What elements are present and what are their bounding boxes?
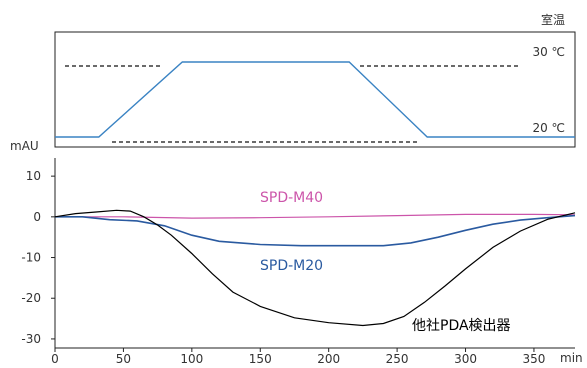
- temp-panel: 室温 30 ℃ 20 ℃: [54, 12, 576, 148]
- x-tick-label: 200: [317, 352, 340, 366]
- y-tick-label: -10: [21, 251, 41, 265]
- x-tick-label: 150: [249, 352, 272, 366]
- y-ticks: 10 0 -10 -20 -30: [21, 169, 55, 346]
- series-line-spd-m40: [55, 213, 576, 219]
- corner-label: 室温: [541, 12, 565, 27]
- x-tick-label: 0: [51, 352, 59, 366]
- plot-panel: mAU 100-10-20-30 0 50 100 150 200 250 300 350 m…: [10, 139, 583, 366]
- y-axis-label: mAU: [10, 139, 39, 153]
- series-label-other-pda: 他社PDA検出器: [412, 318, 511, 334]
- x-tick-label: 300: [454, 352, 477, 366]
- y-tick-label: 0: [33, 210, 41, 224]
- ref-label-30: 30 ℃: [532, 45, 565, 59]
- x-tick-label: 100: [180, 352, 203, 366]
- temperature-program-line: [55, 61, 575, 138]
- series-label-spd-m20: SPD-M20: [260, 258, 323, 274]
- y-tick-label: 10: [26, 169, 41, 183]
- x-ticks: 0 50 100 150 200 250 300 350: [51, 348, 545, 366]
- x-tick-label: 350: [522, 352, 545, 366]
- x-axis-label: min: [560, 351, 583, 365]
- series-line-other-pda: [54, 209, 576, 327]
- x-tick-label: 50: [116, 352, 131, 366]
- temp-panel-frame: [54, 31, 576, 148]
- series-line-spd-m20: [55, 214, 576, 247]
- series-label-spd-m40: SPD-M40: [260, 190, 323, 206]
- ref-label-20: 20 ℃: [532, 121, 565, 135]
- x-tick-label: 250: [386, 352, 409, 366]
- y-tick-label: -30: [21, 332, 41, 346]
- y-tick-label: -20: [21, 291, 41, 305]
